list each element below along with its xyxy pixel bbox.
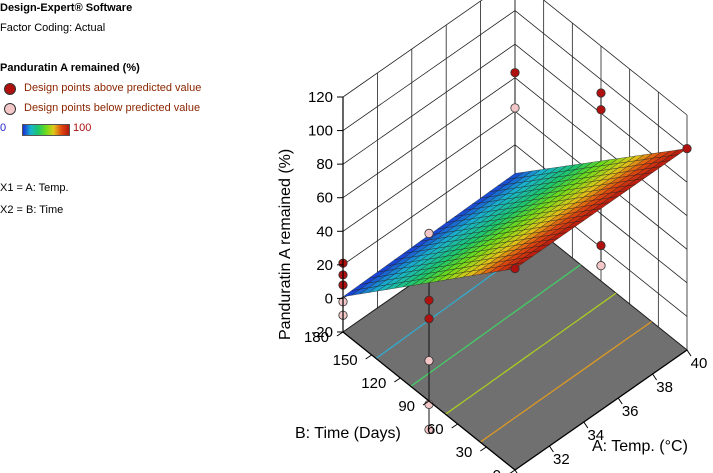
- design-point-below: [424, 424, 434, 435]
- factor-coding: Factor Coding: Actual: [0, 22, 106, 34]
- y-tick-label: 120: [361, 375, 386, 392]
- legend-below: Design points below predicted value: [24, 102, 201, 114]
- z-tick-label: 100: [308, 123, 333, 140]
- design-point-above: [510, 263, 520, 274]
- above-point-icon: [4, 83, 16, 95]
- y-tick-label: 0: [493, 467, 501, 473]
- z-tick-label: 40: [316, 223, 333, 240]
- axis-line: [514, 349, 688, 471]
- below-point-icon: [4, 103, 16, 115]
- response-surface: [342, 148, 688, 297]
- design-point-above: [596, 105, 606, 115]
- wall-grid-line: [342, 43, 516, 165]
- x-tick-label: 40: [691, 355, 708, 372]
- design-point-above: [424, 295, 434, 305]
- info-panel: Design-Expert® Software Factor Coding: A…: [0, 0, 260, 473]
- scale-min: 0: [0, 122, 7, 134]
- tick-labels: 3032343638400306090120150180-20020406080…: [304, 89, 707, 473]
- z-axis-label: Panduratin A remained (%): [277, 149, 294, 340]
- axes: [336, 96, 692, 473]
- x1-definition: X1 = A: Temp.: [0, 182, 69, 194]
- design-point-above: [596, 88, 606, 98]
- y-tick-mark: [422, 400, 430, 406]
- y-axis-label: B: Time (Days): [295, 425, 401, 442]
- wall-grid-line: [342, 77, 516, 199]
- x-tick-label: 34: [587, 427, 604, 444]
- z-tick-label: 120: [308, 89, 333, 106]
- wall-grid-line: [342, 10, 516, 131]
- design-points: [338, 68, 692, 435]
- y-tick-label: 90: [398, 398, 415, 415]
- x-tick-label: 38: [656, 379, 673, 396]
- wall-grid-line: [342, 144, 516, 266]
- x-tick-mark: [652, 373, 658, 381]
- wall-grid-line: [342, 110, 516, 232]
- design-point-above: [682, 143, 692, 154]
- x-tick-mark: [548, 445, 554, 453]
- software-title: Design-Expert® Software: [0, 2, 133, 14]
- y-tick-mark: [394, 377, 401, 383]
- y-tick-mark: [336, 331, 344, 337]
- contour-line: [445, 292, 617, 415]
- x-tick-mark: [617, 397, 623, 405]
- contour-line: [479, 320, 652, 443]
- x-tick-mark: [514, 469, 518, 473]
- color-scale-bar: [22, 124, 70, 136]
- scale-max: 100: [73, 122, 92, 134]
- y-tick-mark: [365, 354, 372, 360]
- y-tick-label: 30: [456, 444, 473, 461]
- z-tick-label: -20: [311, 324, 333, 341]
- x-tick-mark: [686, 349, 692, 357]
- z-tick-label: 0: [325, 290, 333, 307]
- x-tick-label: 32: [553, 451, 570, 468]
- design-point-below: [510, 103, 520, 113]
- z-tick-label: 60: [316, 190, 333, 207]
- design-point-above: [424, 314, 434, 324]
- design-point-below: [424, 228, 434, 238]
- x-tick-label: 36: [622, 403, 639, 420]
- y-tick-mark: [480, 446, 487, 452]
- design-point-below: [596, 261, 606, 271]
- contour-line: [410, 264, 581, 387]
- y-tick-mark: [509, 469, 516, 473]
- x2-definition: X2 = B: Time: [0, 204, 64, 216]
- response-name: Panduratin A remained (%): [0, 62, 140, 74]
- y-tick-label: 150: [333, 352, 358, 369]
- x-axis-label: A: Temp. (°C): [592, 438, 688, 455]
- wall-grid-line: [342, 0, 483, 98]
- z-tick-label: 80: [316, 156, 333, 173]
- design-point-above: [596, 240, 606, 251]
- y-tick-label: 60: [427, 421, 444, 438]
- design-point-above: [510, 68, 520, 78]
- y-tick-mark: [451, 423, 458, 429]
- x-tick-mark: [583, 421, 589, 429]
- legend-above: Design points above predicted value: [24, 82, 202, 94]
- z-tick-label: 20: [316, 257, 333, 274]
- y-tick-label: 180: [304, 329, 329, 346]
- design-point-below: [424, 356, 434, 366]
